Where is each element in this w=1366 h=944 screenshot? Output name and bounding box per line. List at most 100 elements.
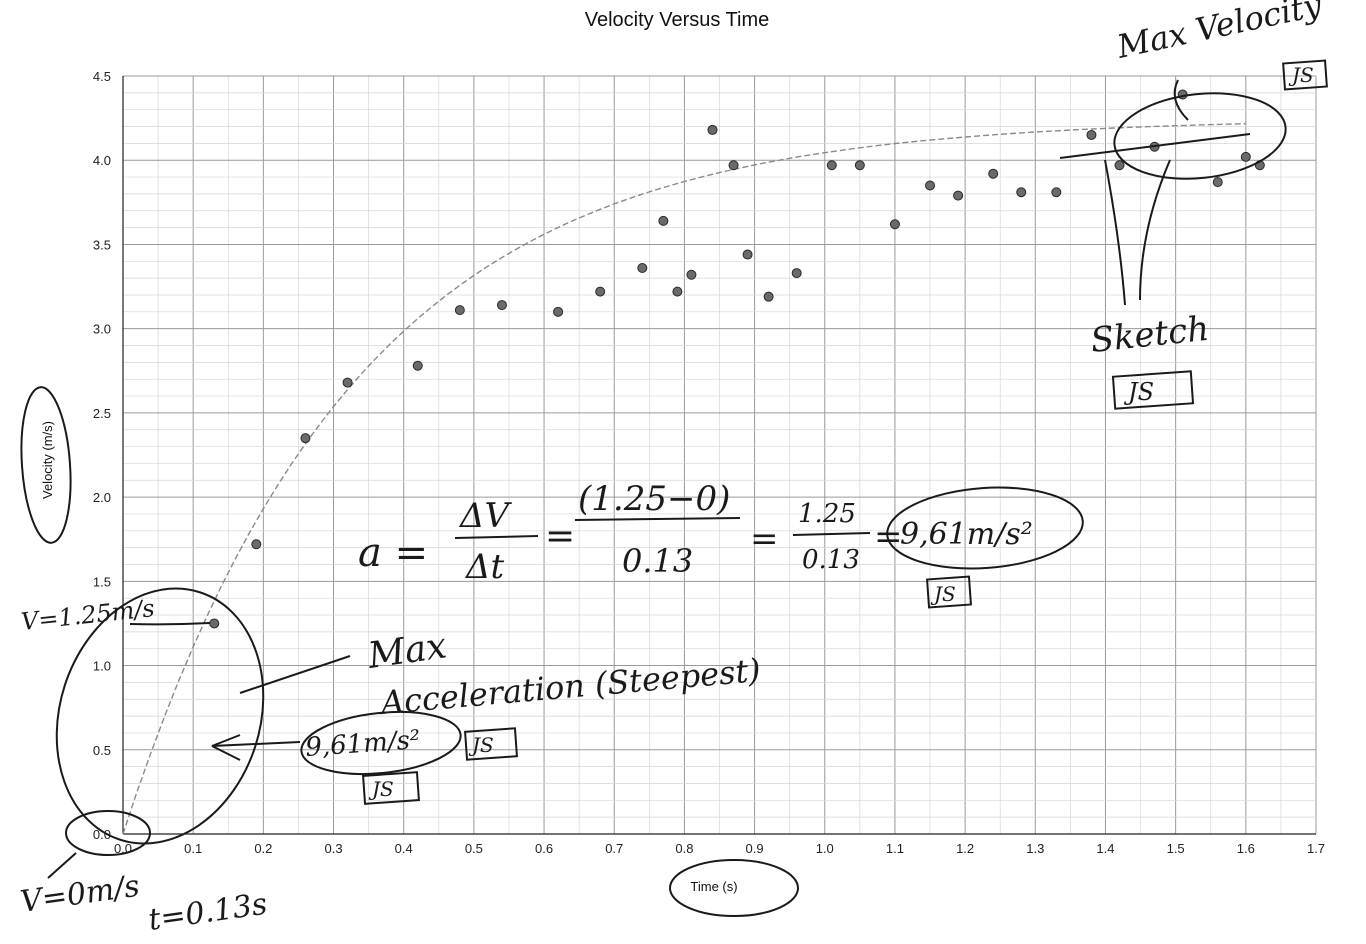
- max-velocity-circle: [1113, 92, 1287, 180]
- y-tick-label: 4.0: [93, 153, 111, 168]
- data-point: [925, 180, 936, 191]
- initials-sketch: JS: [1123, 378, 1154, 406]
- x-tick-label: 1.0: [816, 841, 834, 856]
- max-label: Max: [365, 625, 450, 677]
- v-zero-label: V=0m/s: [18, 869, 142, 920]
- y-tick-label: 0.0: [93, 827, 111, 842]
- xlabel-circle: [669, 859, 799, 917]
- handwritten-marks: [20, 59, 1328, 917]
- x-tick-label: 0.4: [395, 841, 413, 856]
- data-point: [454, 305, 465, 316]
- y-axis-label: Velocity (m/s): [40, 421, 55, 499]
- formula-eq2: =: [750, 519, 779, 559]
- data-point: [209, 618, 220, 629]
- steepest-region-circle: [55, 587, 265, 845]
- data-point: [1114, 160, 1125, 171]
- y-tick-label: 2.0: [93, 490, 111, 505]
- sketch-label: Sketch: [1089, 309, 1211, 361]
- formula-frac1-num: ΔV: [458, 496, 513, 536]
- initials-box-top: [1282, 59, 1328, 91]
- formula-frac1-den: Δt: [464, 547, 505, 587]
- frac3-bar: [792, 532, 871, 536]
- data-point: [707, 124, 718, 135]
- y-tick-label: 4.5: [93, 69, 111, 84]
- x-tick-label: 0.8: [675, 841, 693, 856]
- x-tick-label: 1.3: [1026, 841, 1044, 856]
- data-point: [412, 360, 423, 371]
- data-point: [300, 433, 311, 444]
- initials-box-accel1: [464, 727, 518, 761]
- formula-frac3-den: 0.13: [802, 545, 860, 575]
- data-point: [1212, 177, 1223, 188]
- t-value-label: t=0.13s: [146, 887, 269, 938]
- accel-value-circle: [300, 711, 462, 775]
- data-point: [826, 160, 837, 171]
- data-point: [953, 190, 964, 201]
- max-dash: [239, 655, 351, 694]
- data-point: [637, 263, 648, 274]
- y-tick-label: 1.5: [93, 574, 111, 589]
- data-point: [553, 306, 564, 317]
- formula-result: 9,61m/s²: [900, 517, 1033, 552]
- data-point: [672, 286, 683, 297]
- formula-frac2-num: (1.25−0): [578, 479, 730, 519]
- data-point: [791, 268, 802, 279]
- ylabel-circle: [20, 386, 72, 544]
- initials-top: JS: [1288, 63, 1314, 87]
- data-point: [763, 291, 774, 302]
- v-start-label: V=1.25m/s: [20, 594, 156, 636]
- sketch-trend-line: [122, 123, 1246, 835]
- data-point: [658, 215, 669, 226]
- origin-circle: [65, 810, 151, 856]
- data-point: [1240, 151, 1251, 162]
- x-tick-label: 0.2: [254, 841, 272, 856]
- data-point: [854, 160, 865, 171]
- frac1-bar: [454, 535, 539, 539]
- x-tick-label: 1.4: [1096, 841, 1114, 856]
- initials-box-accel2: [362, 771, 420, 805]
- y-tick-label: 3.0: [93, 322, 111, 337]
- x-tick-label: 0.5: [465, 841, 483, 856]
- x-tick-label: 0.9: [746, 841, 764, 856]
- y-tick-label: 0.5: [93, 743, 111, 758]
- data-point: [728, 160, 739, 171]
- x-tick-label: 0.6: [535, 841, 553, 856]
- frac2-bar: [574, 517, 741, 521]
- x-tick-label: 0.7: [605, 841, 623, 856]
- y-tick-label: 3.5: [93, 237, 111, 252]
- accel-arrow: [211, 734, 301, 761]
- data-points: [209, 89, 1265, 629]
- x-tick-label: 0.1: [184, 841, 202, 856]
- plot-grid: [122, 75, 1317, 835]
- y-tick-label: 2.5: [93, 406, 111, 421]
- formula-frac3-num: 1.25: [798, 499, 856, 529]
- initials-box-formula: [926, 575, 972, 609]
- data-point: [686, 269, 697, 280]
- data-point: [1051, 187, 1062, 198]
- y-tick-label: 1.0: [93, 659, 111, 674]
- x-tick-label: 1.6: [1237, 841, 1255, 856]
- sketch-pointer-1: [1139, 159, 1171, 301]
- v-zero-pointer: [47, 852, 77, 879]
- sketch-curve: [122, 123, 1246, 835]
- formula-frac2-den: 0.13: [622, 542, 693, 580]
- max-velocity-label: Max Velocity: [1113, 0, 1326, 66]
- max-velocity-pointer: [1173, 79, 1189, 121]
- x-tick-label: 1.5: [1167, 841, 1185, 856]
- x-axis-label: Time (s): [690, 879, 737, 894]
- initials-box-sketch: [1111, 370, 1195, 410]
- x-tick-label: 1.1: [886, 841, 904, 856]
- formula-eq1: =: [545, 516, 575, 557]
- data-point: [988, 168, 999, 179]
- x-tick-label: 1.2: [956, 841, 974, 856]
- result-circle: [886, 486, 1084, 570]
- data-point: [742, 249, 753, 260]
- data-point: [251, 539, 262, 550]
- initials-accel1: JS: [468, 733, 494, 757]
- data-point: [1086, 129, 1097, 140]
- initials-accel2: JS: [368, 777, 394, 801]
- max-velocity-line: [1059, 133, 1251, 159]
- data-point: [342, 377, 353, 388]
- data-point: [496, 300, 507, 311]
